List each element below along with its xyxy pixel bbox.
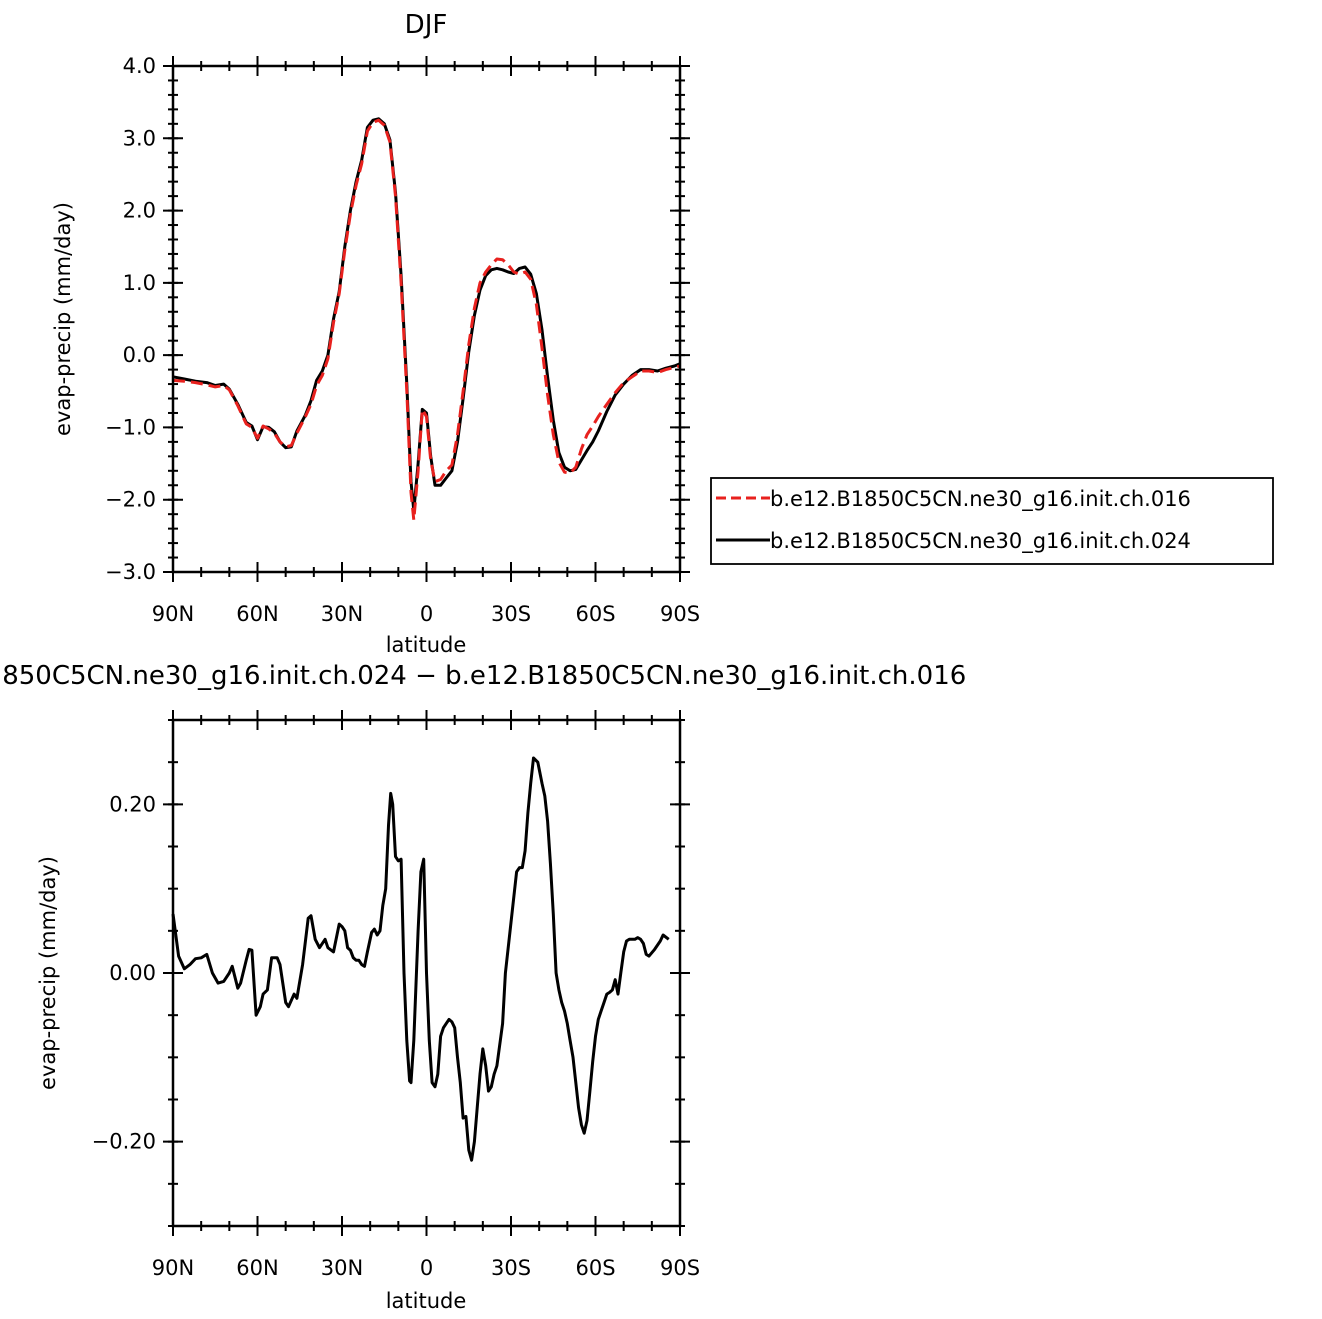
y-axis-label: evap-precip (mm/day): [36, 856, 60, 1090]
y-tick-label: 4.0: [123, 54, 156, 78]
legend-box: [710, 477, 1274, 565]
x-tick-label: 30S: [491, 602, 531, 626]
x-tick-label: 90N: [152, 602, 194, 626]
y-axis-label: evap-precip (mm/day): [51, 202, 75, 436]
legend: b.e12.B1850C5CN.ne30_g16.init.ch.016 b.e…: [710, 477, 1274, 565]
x-axis: 90N 60N 30N 0 30S 60S 90S: [152, 56, 700, 626]
y-tick-label: −2.0: [105, 488, 156, 512]
x-tick-label: 0: [420, 1256, 433, 1280]
series-line-1: [171, 756, 670, 1162]
y-tick-label: −0.20: [92, 1130, 156, 1154]
x-axis: 90N 60N 30N 0 30S 60S 90S: [152, 710, 700, 1280]
x-tick-label: 60N: [236, 602, 278, 626]
x-axis-label: latitude: [386, 1289, 467, 1313]
plot-frame: [171, 64, 682, 574]
x-tick-label: 30S: [491, 1256, 531, 1280]
series-line-2: [172, 117, 681, 513]
y-tick-label: 3.0: [123, 126, 156, 150]
x-tick-label: 60S: [575, 602, 615, 626]
chart-title: DJF: [405, 10, 448, 40]
y-tick-label: 0.0: [123, 343, 156, 367]
x-tick-label: 30N: [321, 1256, 363, 1280]
x-tick-label: 0: [420, 602, 433, 626]
panel-difference: b.e12.B1850C5CN.ne30_g16.init.ch.024 − b…: [0, 661, 966, 1313]
x-tick-label: 60N: [236, 1256, 278, 1280]
y-tick-label: 0.00: [109, 961, 156, 985]
panel-djf: DJF −3.0 −2.0 −1.0 0.0 1.0 2.0 3.0 4.0 90N 60N 30…: [51, 10, 1274, 657]
x-tick-label: 90N: [152, 1256, 194, 1280]
y-tick-label: 2.0: [123, 199, 156, 223]
x-axis-label: latitude: [386, 633, 467, 657]
x-tick-label: 90S: [660, 602, 700, 626]
x-tick-label: 90S: [660, 1256, 700, 1280]
series-group: [172, 117, 681, 522]
x-tick-label: 30N: [321, 602, 363, 626]
y-tick-label: 1.0: [123, 271, 156, 295]
legend-label-024: b.e12.B1850C5CN.ne30_g16.init.ch.024: [770, 529, 1191, 554]
y-tick-label: 0.20: [109, 792, 156, 816]
chart-title-difference: b.e12.B1850C5CN.ne30_g16.init.ch.024 − b…: [0, 661, 966, 691]
y-tick-label: −3.0: [105, 560, 156, 584]
x-tick-label: 60S: [575, 1256, 615, 1280]
legend-label-016: b.e12.B1850C5CN.ne30_g16.init.ch.016: [770, 487, 1191, 512]
series-group: [171, 756, 670, 1162]
y-tick-label: −1.0: [105, 415, 156, 439]
plot-frame: [171, 718, 682, 1228]
y-axis: −3.0 −2.0 −1.0 0.0 1.0 2.0 3.0 4.0: [105, 54, 690, 584]
series-line-1: [172, 118, 681, 522]
